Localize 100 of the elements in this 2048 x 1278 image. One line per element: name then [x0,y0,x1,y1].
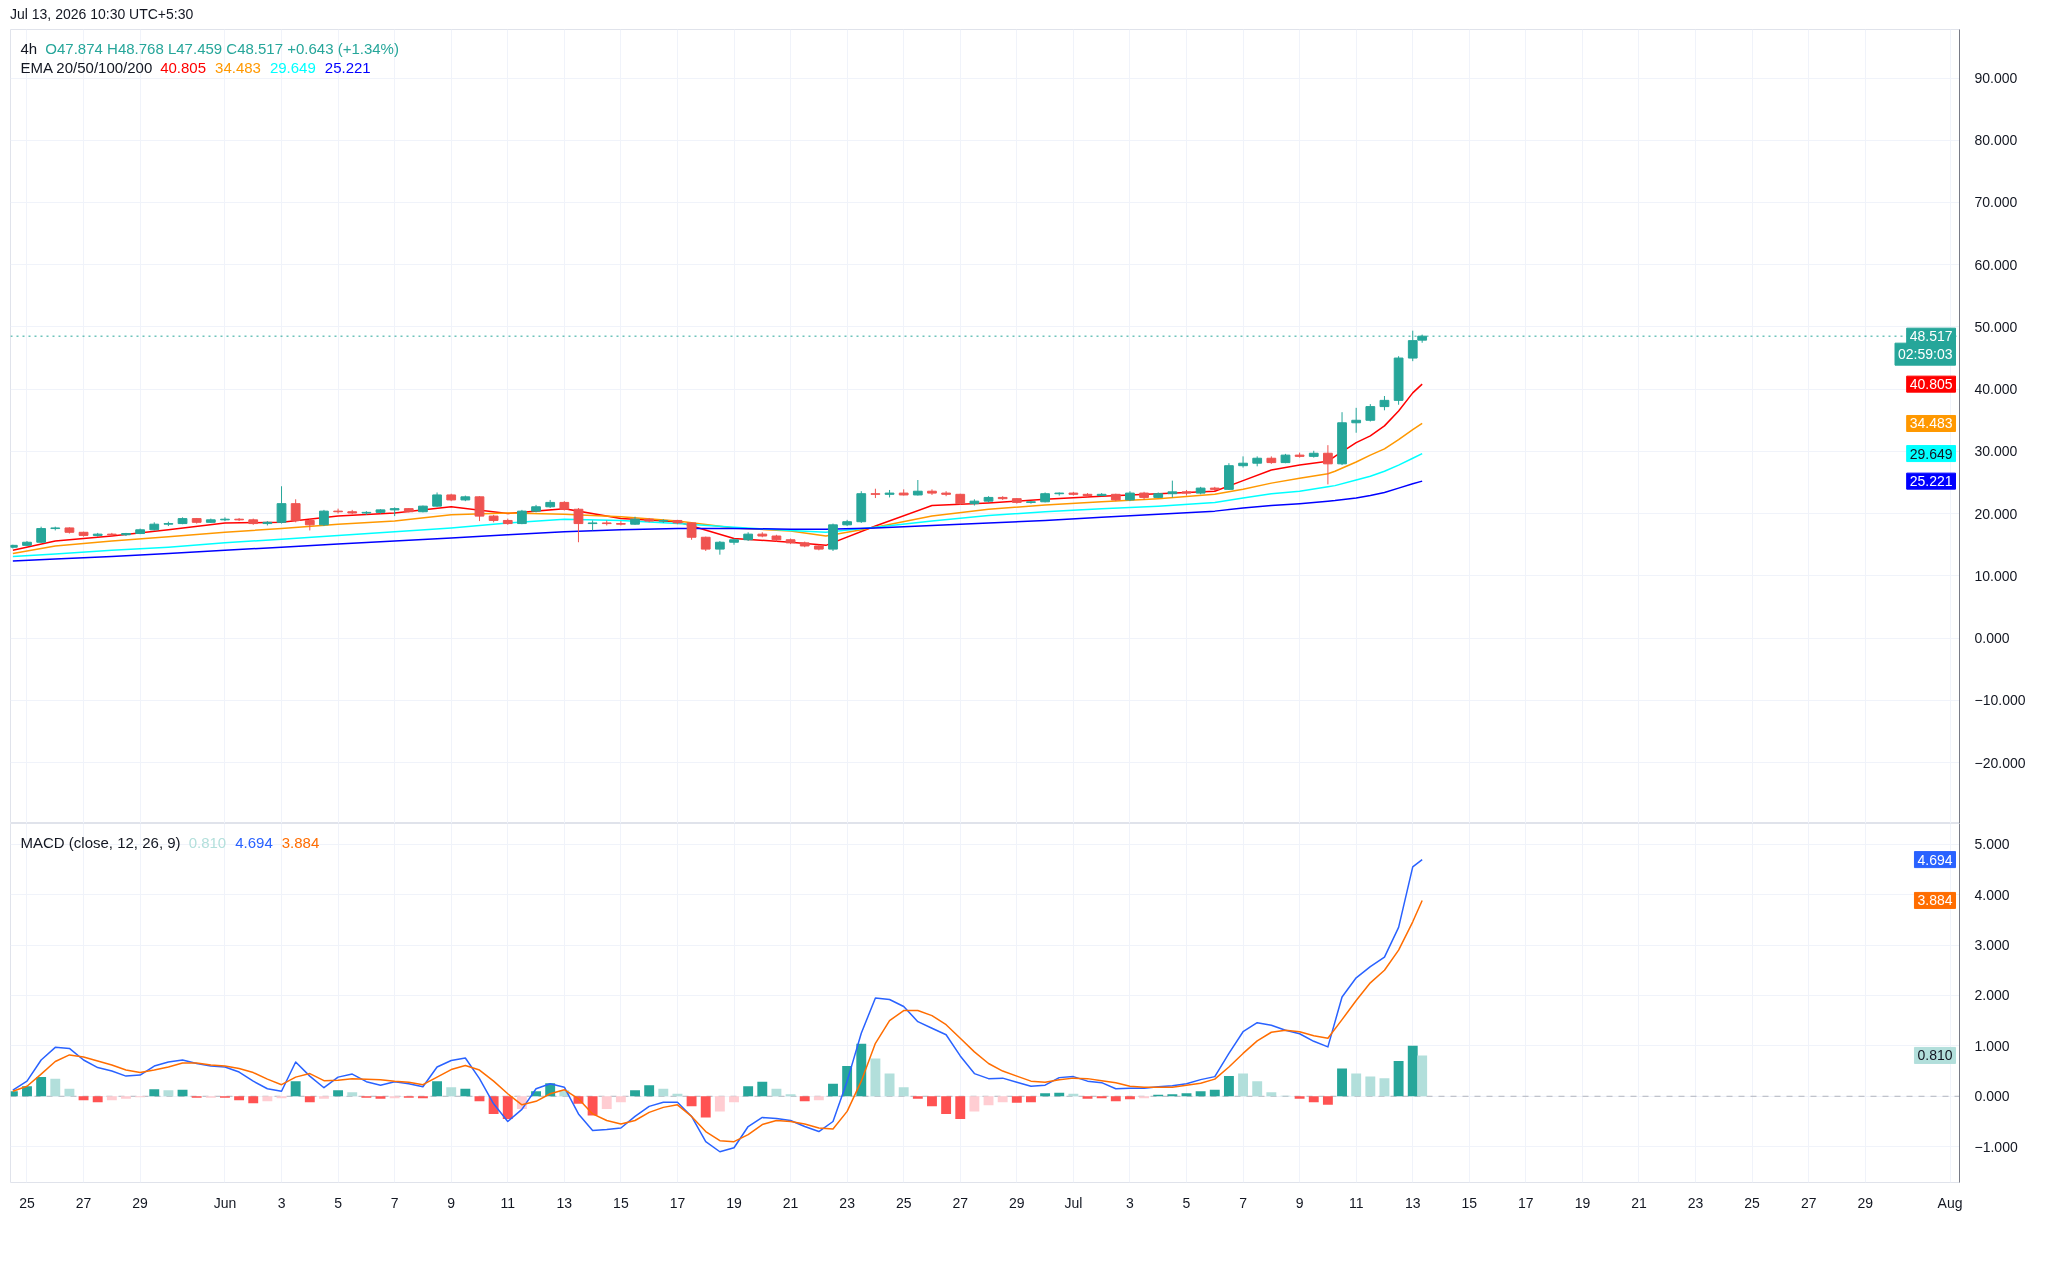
y-tick-label: 5.000 [1974,836,2010,853]
candlestick [1351,407,1362,434]
y-tick-label: 80.000 [1974,132,2018,149]
line-series [12,899,1423,1143]
bar [743,1086,754,1097]
x-tick-label: 21 [1631,1194,1647,1211]
line-series [12,422,1423,555]
bar [1252,1081,1263,1097]
bar [1365,1076,1376,1097]
bar [969,1096,980,1112]
bar [757,1081,768,1097]
x-tick-label: 15 [613,1194,629,1211]
bar [460,1088,471,1097]
bar [1082,1096,1093,1099]
bar [587,1096,598,1116]
bar [955,1096,966,1119]
annotation: EMA 20/50/100/200 [20,59,153,76]
y-tick-label: −1.000 [1974,1138,2018,1155]
bar [106,1096,117,1101]
bar [347,1092,358,1097]
annotation: 3.884 [281,833,320,851]
y-tick-label: 50.000 [1974,318,2018,335]
annotation: 29.649 [1909,445,1953,462]
line-series [12,858,1423,1153]
line-series [12,452,1423,558]
bar [729,1096,739,1103]
bar [417,1096,428,1099]
bar [601,1096,612,1109]
x-tick-label: 13 [1404,1194,1421,1211]
x-tick-label: 23 [1687,1194,1704,1211]
bar [983,1096,994,1106]
bar [615,1096,626,1103]
bar [1322,1096,1333,1105]
x-tick-label: 3 [1126,1194,1135,1211]
x-tick-label: 19 [726,1194,743,1211]
bar [1110,1096,1121,1102]
bar [771,1088,782,1097]
y-tick-label: 0.000 [1974,630,2010,647]
x-tick-label: 15 [1461,1194,1478,1211]
x-tick-label: 29 [132,1194,149,1211]
bar [318,1096,329,1099]
bar [432,1081,443,1097]
annotation: 4.694 [1917,851,1953,868]
x-tick-label: 17 [1518,1194,1534,1211]
candlestick [616,520,626,526]
y-tick-label: 1.000 [1974,1037,2010,1054]
bar [884,1073,895,1097]
bar [997,1096,1008,1103]
bar [290,1081,301,1097]
bar [1195,1091,1206,1097]
bar [163,1090,174,1097]
bar [64,1088,75,1097]
bar [1308,1096,1319,1103]
x-tick-label: 3 [277,1194,286,1211]
bar [22,1086,32,1097]
bar [1209,1089,1220,1097]
annotation: 25.221 [324,58,371,76]
x-tick-label: 19 [1574,1194,1591,1211]
y-tick-label: 4.000 [1974,886,2010,903]
candlestick [1323,444,1333,485]
bar [1096,1096,1107,1099]
bar [700,1096,711,1118]
annotation: MACD (close, 12, 26, 9) [20,834,181,851]
bar [870,1058,881,1097]
bar [630,1090,640,1097]
x-tick-label: 29 [1857,1194,1874,1211]
annotation: 0.810 [1917,1047,1953,1064]
candlestick [474,495,485,522]
bar [36,1077,47,1097]
bar [785,1094,796,1097]
annotation: 29.649 [269,58,316,76]
y-tick-label: 3.000 [1974,937,2010,954]
ref-line-label: 48.517 02:59:03 [1898,328,1953,363]
x-tick-label: 5 [334,1194,343,1211]
y-tick-label: 60.000 [1974,256,2018,273]
candlestick [573,507,584,543]
candlestick [1238,455,1248,469]
bar [1139,1096,1150,1099]
annotation: 3.884 [1917,892,1953,909]
annotation: 25.221 [1909,473,1953,490]
bar [389,1096,400,1099]
bar [1417,1055,1428,1097]
bar [1181,1093,1192,1097]
bar [78,1096,89,1101]
text: 4h [20,40,38,57]
bar [1124,1096,1135,1100]
text: Jul 13, 2026 10:30 UTC+5:30 [10,5,194,24]
bar [1393,1060,1404,1097]
bar [856,1043,867,1097]
x-tick-label: 27 [952,1194,969,1211]
bar [1040,1093,1051,1097]
bar [375,1096,386,1099]
x-tick-label: Jul [1064,1194,1083,1211]
y-tick-label: 0.000 [1974,1088,2010,1105]
bar [813,1096,824,1101]
bar [149,1089,160,1097]
candlestick [333,508,343,515]
line-series [12,383,1423,552]
bar [658,1088,669,1097]
bar [234,1096,245,1101]
